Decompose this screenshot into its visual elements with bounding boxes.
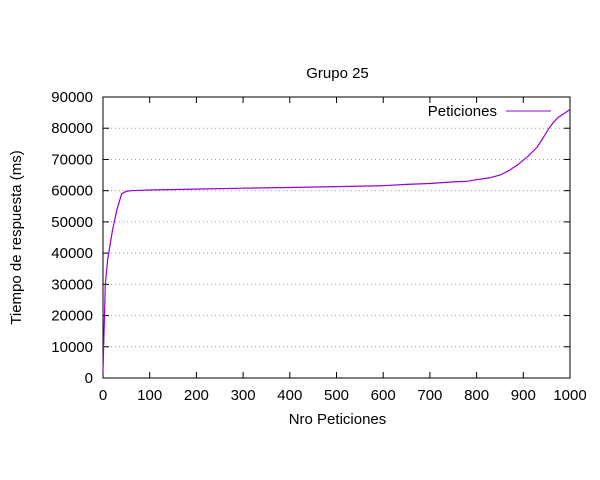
x-tick-label: 500: [324, 387, 349, 404]
chart-title: Grupo 25: [306, 65, 369, 82]
x-tick-label: 200: [184, 387, 209, 404]
x-tick-label: 300: [231, 387, 256, 404]
x-tick-label: 100: [137, 387, 162, 404]
x-tick-label: 400: [277, 387, 302, 404]
x-tick-label: 1000: [553, 387, 586, 404]
x-tick-label: 600: [371, 387, 396, 404]
x-tick-label: 800: [464, 387, 489, 404]
x-axis-label: Nro Peticiones: [289, 411, 387, 428]
series-layer: [102, 109, 571, 372]
y-tick-label: 80000: [51, 120, 93, 137]
plot-frame: [102, 96, 571, 379]
x-tick-label: 900: [511, 387, 536, 404]
x-tick-label: 0: [99, 387, 107, 404]
series-line-peticiones: [102, 109, 571, 372]
y-tick-label: 0: [85, 370, 93, 387]
y-tick-label: 30000: [51, 276, 93, 293]
y-tick-label: 70000: [51, 151, 93, 168]
gridlines: [103, 127, 570, 348]
axis-ticks: 0100002000030000400005000060000700008000…: [51, 89, 586, 404]
y-tick-label: 60000: [51, 183, 93, 200]
y-tick-label: 50000: [51, 214, 93, 231]
x-tick-label: 700: [417, 387, 442, 404]
y-axis-label: Tiempo de respuesta (ms): [8, 150, 25, 325]
y-tick-label: 20000: [51, 308, 93, 325]
legend-label-peticiones: Peticiones: [428, 103, 497, 120]
y-tick-label: 40000: [51, 245, 93, 262]
legend: Peticiones: [428, 103, 551, 120]
y-tick-label: 90000: [51, 89, 93, 106]
y-tick-label: 10000: [51, 339, 93, 356]
